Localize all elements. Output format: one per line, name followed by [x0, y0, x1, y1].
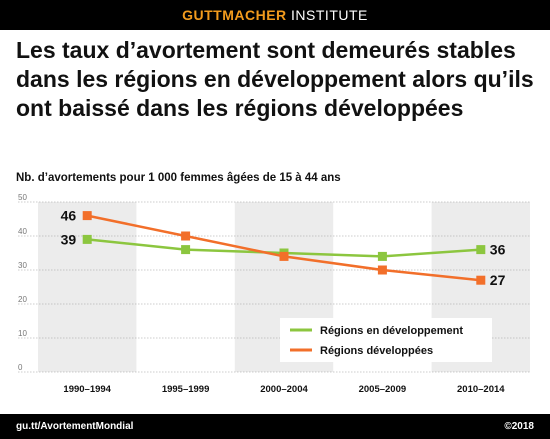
- y-tick-label: 10: [18, 329, 27, 338]
- brand-name-bold: GUTTMACHER: [182, 7, 287, 23]
- y-tick-label: 30: [18, 261, 27, 270]
- footer-copyright: ©2018: [504, 421, 534, 432]
- category-band: [38, 202, 137, 372]
- legend-box: [280, 318, 492, 362]
- brand-logo: GUTTMACHER INSTITUTE: [0, 0, 550, 30]
- data-point: [279, 251, 289, 261]
- line-chart: 0 10 20 30 40 50 1990–1994 1995–1999 2000–2004 20…: [18, 193, 530, 395]
- data-label-start: 46: [61, 208, 77, 224]
- data-point: [476, 275, 486, 285]
- data-point: [82, 234, 92, 244]
- footer-url: gu.tt/AvortementMondial: [16, 421, 134, 432]
- x-tick-label: 2000–2004: [260, 384, 308, 395]
- x-tick-label: 1990–1994: [63, 384, 111, 395]
- y-tick-label: 40: [18, 227, 27, 236]
- y-tick-label: 50: [18, 193, 27, 202]
- legend-label: Régions développées: [320, 345, 433, 357]
- data-point: [377, 265, 387, 275]
- data-label-end: 36: [490, 242, 506, 258]
- data-label-start: 39: [61, 231, 77, 247]
- y-tick-label: 0: [18, 363, 23, 372]
- brand-name-regular: INSTITUTE: [286, 7, 368, 23]
- page-title: Les taux d’avortement sont demeurés stab…: [16, 37, 534, 121]
- footer-bar: gu.tt/AvortementMondial ©2018: [0, 414, 550, 439]
- y-axis-label: Nb. d’avortements pour 1 000 femmes âgée…: [16, 172, 341, 184]
- x-tick-label: 2005–2009: [359, 384, 407, 395]
- x-tick-label: 2010–2014: [457, 384, 505, 395]
- data-point: [181, 245, 191, 255]
- x-tick-label: 1995–1999: [162, 384, 210, 395]
- data-point: [476, 245, 486, 255]
- y-tick-label: 20: [18, 295, 27, 304]
- data-point: [82, 211, 92, 221]
- legend-label: Régions en développement: [320, 325, 463, 337]
- data-label-end: 27: [490, 272, 506, 288]
- data-point: [181, 231, 191, 241]
- data-point: [377, 251, 387, 261]
- header-bar: [0, 0, 550, 30]
